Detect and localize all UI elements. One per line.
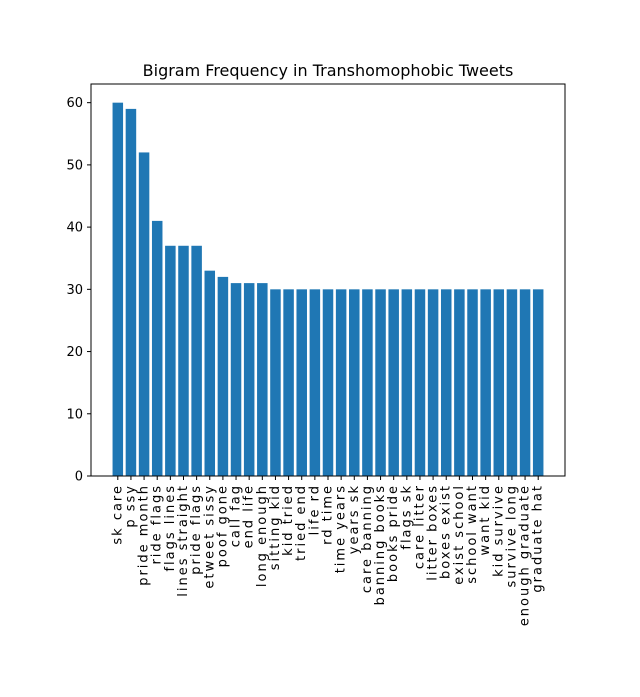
x-tick-label: ride flags <box>150 484 165 565</box>
bar-graduate-hat <box>532 289 544 476</box>
x-tick-label: etweet sissy <box>202 484 217 589</box>
x-tick-label: flags sk <box>399 484 414 550</box>
x-tick-label: pride month <box>137 484 152 586</box>
x-tick-label: sitting kid <box>268 484 283 570</box>
bar-end-life <box>243 283 255 476</box>
bar-enough-graduate <box>519 289 531 476</box>
y-tick-label: 20 <box>66 345 83 360</box>
y-axis: 0 10 20 30 40 50 60 <box>66 96 91 485</box>
bar-flags-lines <box>165 245 176 476</box>
y-tick-label: 30 <box>66 283 83 298</box>
x-tick-label: poof gone <box>215 484 230 567</box>
chart-title: Bigram Frequency in Transhomophobic Twee… <box>143 61 514 80</box>
x-tick-label: sk care <box>110 484 125 545</box>
bar-ride-flags <box>151 220 163 476</box>
bar-litter-boxes <box>427 289 439 476</box>
x-tick-label: books pride <box>386 484 401 582</box>
bar-care-banning <box>362 289 373 476</box>
y-tick-label: 60 <box>66 96 83 111</box>
bar-life-rd <box>309 289 321 476</box>
bar-boxes-exist <box>440 289 452 476</box>
x-tick-label: time years <box>334 484 349 573</box>
y-tick-label: 40 <box>66 221 83 236</box>
x-tick-label: call fag <box>229 484 244 547</box>
y-tick-label: 10 <box>66 407 83 422</box>
x-tick-label: tried end <box>294 484 309 561</box>
x-tick-label: enough graduate <box>518 484 533 626</box>
bar-years-sk <box>349 289 360 476</box>
x-tick-label: banning books <box>373 484 388 605</box>
x-tick-label: kid survive <box>491 484 506 577</box>
bar-time-years <box>335 289 347 476</box>
bar-etweet-sissy <box>204 270 216 476</box>
x-tick-label: long enough <box>255 484 270 587</box>
y-tick-label: 0 <box>75 470 83 485</box>
bar-school-want <box>467 289 478 476</box>
bar-want-kid <box>480 289 491 476</box>
bar-lines-straight <box>178 245 189 476</box>
x-tick-label: flags lines <box>163 484 178 572</box>
x-tick-label: care banning <box>360 484 375 593</box>
bar-p-ssy <box>125 108 137 476</box>
x-tick-label: kid tried <box>281 484 296 556</box>
x-tick-label: years sk <box>347 484 362 554</box>
x-tick-label: school want <box>465 484 480 584</box>
bar-sk-care <box>112 102 124 477</box>
x-tick-label: graduate hat <box>531 484 546 593</box>
x-tick-label: pride flags <box>189 484 204 575</box>
bar-poof-gone <box>217 276 229 476</box>
bar-books-pride <box>388 289 399 476</box>
plot-frame <box>90 83 566 477</box>
bar-call-fag <box>230 283 242 476</box>
x-tick-label: lines straight <box>176 484 191 597</box>
y-tick-label: 50 <box>66 158 83 173</box>
x-tick-label: p ssy <box>123 484 138 528</box>
x-tick-label: exist school <box>452 484 467 585</box>
bar-kid-survive <box>493 289 505 476</box>
x-tick-label: litter boxes <box>426 484 441 581</box>
bar-kid-tried <box>283 289 294 476</box>
bar-long-enough <box>257 283 268 476</box>
x-tick-label: end life <box>242 484 257 548</box>
bar-flags-sk <box>401 289 413 476</box>
x-tick-label: rd time <box>321 484 336 545</box>
bar-tried-end <box>296 289 307 476</box>
bar-sitting-kid <box>270 289 281 476</box>
bar-pride-month <box>138 152 150 476</box>
bar-rd-time <box>322 289 334 476</box>
x-tick-label: want kid <box>478 484 493 555</box>
bar-exist-school <box>454 289 465 476</box>
x-tick-label: boxes exist <box>439 484 454 579</box>
x-tick-label: life rd <box>307 484 322 535</box>
bar-pride-flags <box>191 245 202 476</box>
bar-survive-long <box>506 289 518 476</box>
x-tick-label: survive long <box>504 484 519 588</box>
bars-group <box>112 102 544 477</box>
x-tick-label: care litter <box>412 484 427 569</box>
bar-banning-books <box>375 289 386 476</box>
bar-care-litter <box>414 289 426 476</box>
